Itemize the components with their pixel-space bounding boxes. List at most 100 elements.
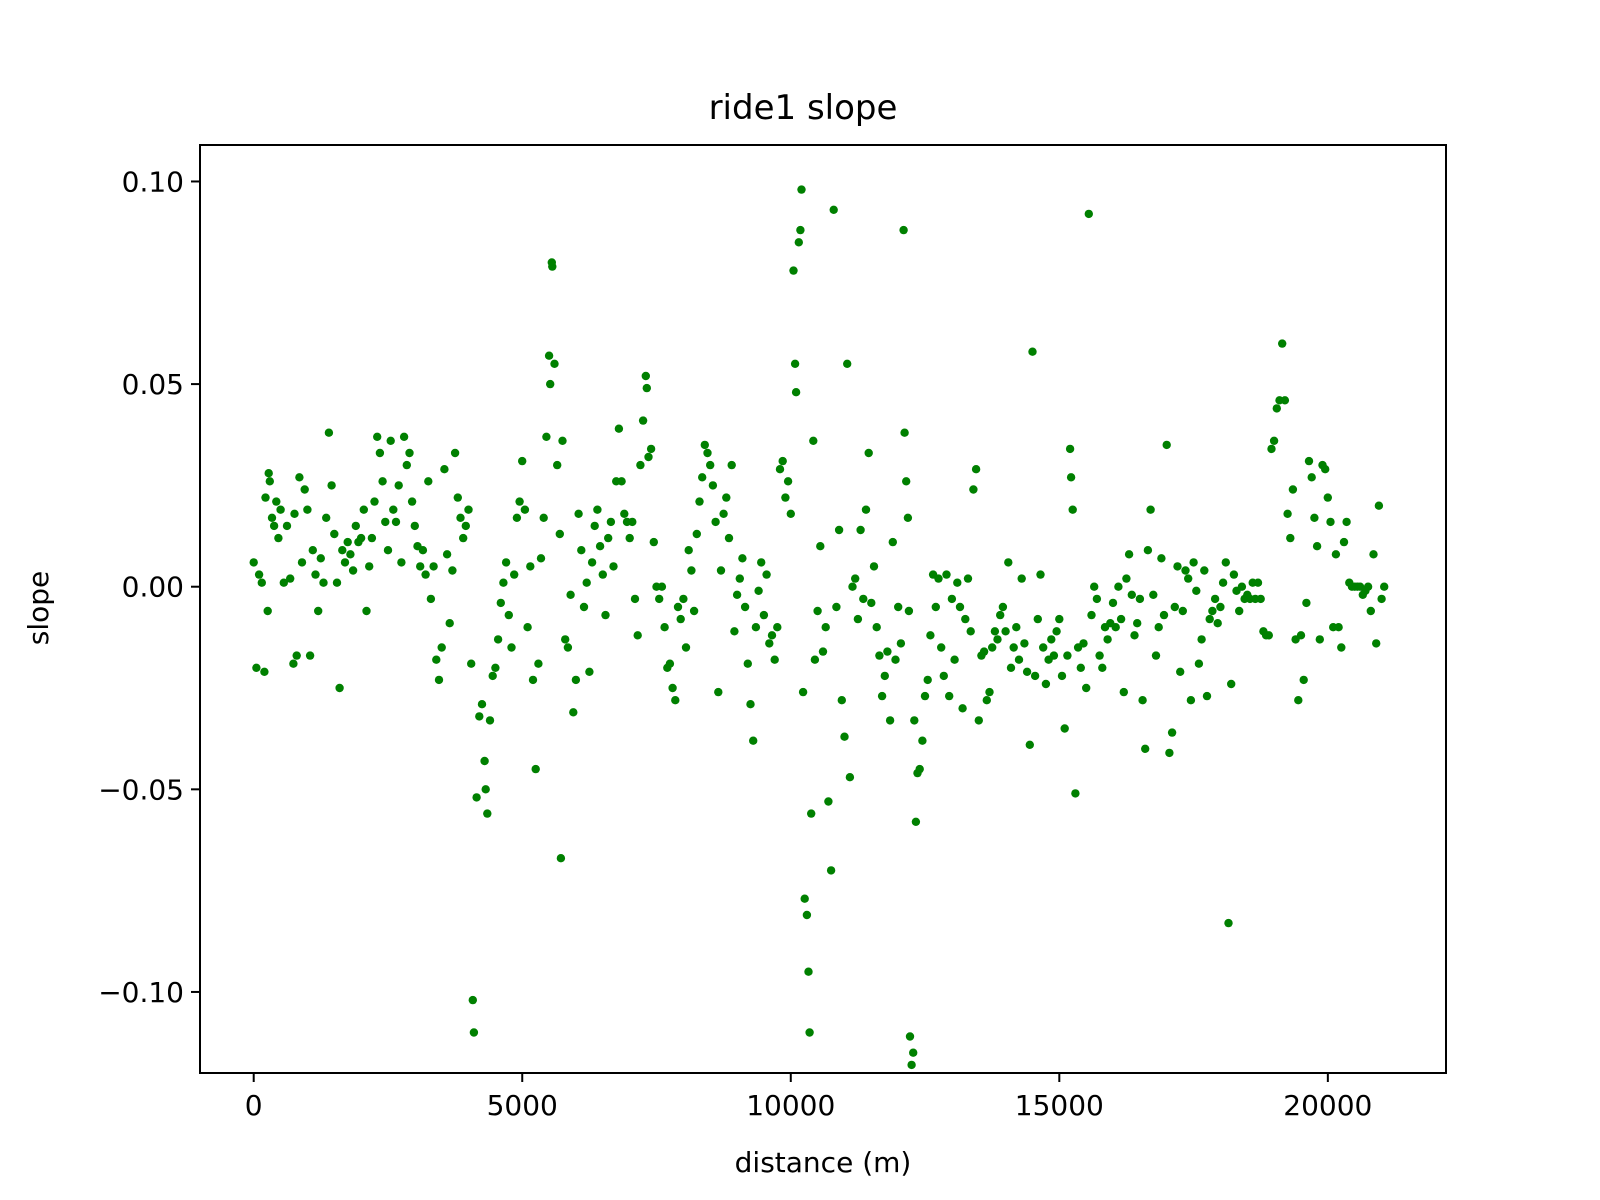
data-point xyxy=(324,428,334,437)
data-point xyxy=(853,614,863,624)
data-point xyxy=(550,359,559,368)
data-point xyxy=(1272,404,1282,413)
data-point xyxy=(305,651,315,660)
data-point xyxy=(523,623,532,632)
data-point xyxy=(295,473,304,482)
data-point xyxy=(867,598,876,608)
data-point xyxy=(263,606,272,616)
data-point xyxy=(790,359,800,368)
data-point xyxy=(1165,748,1174,758)
data-point xyxy=(1039,643,1048,652)
data-point xyxy=(891,655,900,664)
data-point xyxy=(1092,594,1102,604)
data-point xyxy=(429,562,438,571)
data-point xyxy=(829,205,838,214)
data-point xyxy=(1012,623,1021,632)
data-point xyxy=(840,732,849,741)
data-point xyxy=(515,497,524,506)
data-point xyxy=(638,416,648,425)
data-point xyxy=(942,570,951,579)
data-point xyxy=(555,529,564,539)
data-point xyxy=(695,497,704,506)
data-point xyxy=(582,578,591,587)
data-point xyxy=(872,623,881,632)
data-point xyxy=(1157,554,1166,563)
data-point xyxy=(1124,550,1134,559)
data-point xyxy=(416,562,425,571)
data-point xyxy=(1020,639,1029,648)
data-point xyxy=(389,505,398,514)
y-tick-label: 0.05 xyxy=(122,368,184,401)
data-point xyxy=(1278,339,1287,348)
data-point xyxy=(1095,651,1104,660)
data-point xyxy=(692,529,701,539)
data-point xyxy=(464,505,473,514)
data-point xyxy=(1103,635,1112,644)
data-point xyxy=(657,582,667,591)
data-point xyxy=(730,627,739,636)
data-point xyxy=(265,477,274,486)
data-point xyxy=(1022,667,1032,676)
data-point xyxy=(796,225,805,235)
data-point xyxy=(708,481,718,490)
data-point xyxy=(1143,546,1153,555)
data-point xyxy=(381,517,390,527)
data-point xyxy=(749,736,758,745)
data-point xyxy=(585,667,594,676)
data-point xyxy=(775,465,785,474)
data-point xyxy=(450,448,460,458)
data-point xyxy=(1108,598,1118,608)
data-point xyxy=(993,635,1002,644)
data-point xyxy=(1176,667,1185,676)
data-point xyxy=(789,266,798,275)
data-point xyxy=(378,477,387,486)
data-point xyxy=(1200,566,1209,575)
data-point xyxy=(1221,558,1231,567)
data-point xyxy=(945,691,954,701)
data-point xyxy=(1312,542,1322,551)
data-point xyxy=(432,655,441,664)
data-point xyxy=(915,764,924,774)
data-point xyxy=(689,606,699,616)
data-point xyxy=(888,537,897,547)
x-tick-label: 15000 xyxy=(1015,1089,1104,1122)
data-point xyxy=(485,716,495,725)
data-point xyxy=(751,623,761,632)
data-point xyxy=(1049,651,1059,660)
data-point xyxy=(1138,696,1147,705)
data-point xyxy=(1208,606,1217,616)
data-point xyxy=(939,671,948,681)
data-point xyxy=(467,659,476,668)
data-point xyxy=(548,262,557,271)
data-point xyxy=(644,452,653,462)
data-point xyxy=(469,1028,479,1037)
data-point xyxy=(590,521,599,531)
plot-frame xyxy=(199,144,1447,1074)
data-point xyxy=(724,533,734,543)
data-point xyxy=(370,497,379,506)
data-point xyxy=(319,578,328,587)
data-point xyxy=(1194,659,1204,668)
data-point xyxy=(807,809,816,818)
data-point xyxy=(1331,550,1341,559)
data-point xyxy=(738,554,747,563)
data-point xyxy=(1079,639,1088,648)
data-point xyxy=(606,517,616,527)
data-point xyxy=(971,465,981,474)
data-point xyxy=(553,460,562,470)
data-point xyxy=(338,546,347,555)
data-point xyxy=(646,444,656,454)
data-point xyxy=(402,460,411,470)
data-point xyxy=(676,614,685,624)
data-point xyxy=(617,477,626,486)
data-point xyxy=(491,663,500,672)
data-point xyxy=(356,533,366,543)
data-point xyxy=(727,460,736,470)
data-point xyxy=(783,477,793,486)
data-point xyxy=(1087,610,1096,620)
data-point xyxy=(1315,635,1325,644)
data-point xyxy=(630,594,640,604)
data-point xyxy=(1253,578,1263,587)
data-point xyxy=(880,671,889,681)
data-point xyxy=(762,570,771,579)
